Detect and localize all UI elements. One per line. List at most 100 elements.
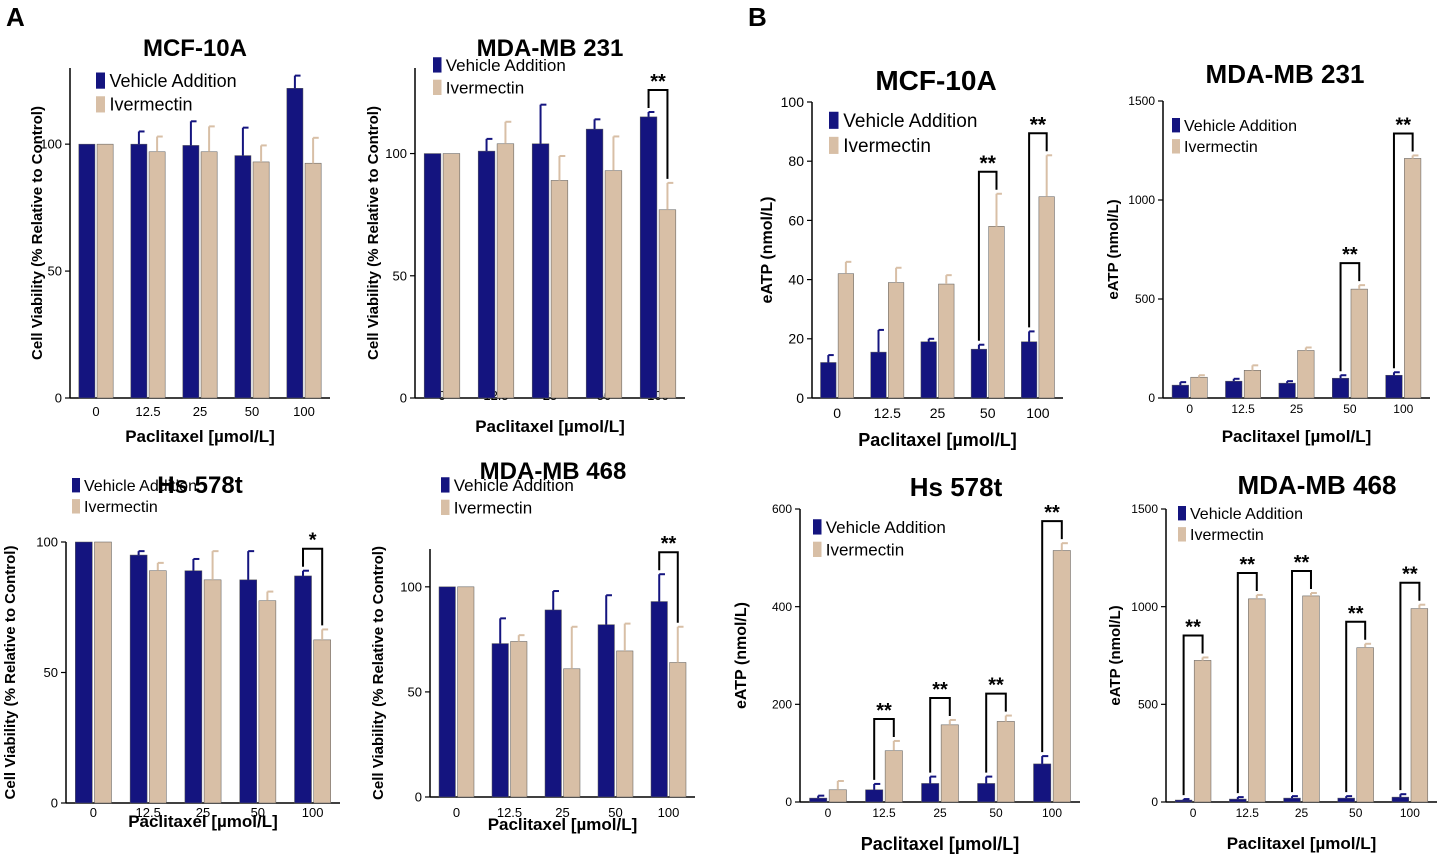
legend-swatch-vehicle	[441, 477, 450, 493]
bar-ivermectin	[669, 662, 687, 798]
chart-title: MCF-10A	[875, 65, 996, 96]
y-tick-label: 100	[385, 146, 407, 161]
bar-vehicle	[75, 541, 93, 804]
y-axis-label: Cell Viability (% Relative to Control)	[370, 546, 387, 800]
bar-ivermectin	[828, 789, 847, 803]
chart-7: Hs 578t 0 200 400 600 eATP (nmol/L) Paclitaxel…	[733, 472, 1080, 854]
x-tick-label: 50	[1343, 402, 1357, 416]
chart-title: Hs 578t	[157, 472, 242, 499]
chart-title: MDA-MB 468	[1238, 470, 1397, 500]
significance-bracket	[873, 717, 895, 780]
bar-ivermectin	[442, 153, 461, 399]
legend-swatch-vehicle	[1178, 506, 1186, 521]
significance-label: **	[661, 533, 677, 555]
x-tick-label: 25	[196, 805, 210, 820]
bar-ivermectin	[1356, 647, 1374, 803]
x-tick-label: 12.5	[1231, 402, 1255, 416]
legend-swatch-ivermectin	[829, 136, 839, 154]
chart-title: MDA-MB 468	[480, 458, 627, 485]
bar-vehicle	[1171, 384, 1189, 399]
significance-label: **	[1030, 113, 1047, 136]
y-tick-label: 80	[788, 153, 804, 169]
y-axis-label: eATP (nmol/L)	[733, 602, 750, 709]
bar-vehicle	[1174, 799, 1193, 803]
y-axis-label: Cell Viability (% Relative to Control)	[2, 546, 19, 800]
legend-label: Ivermectin	[1190, 527, 1264, 544]
bar-vehicle	[1021, 341, 1038, 399]
x-tick-label: 0	[90, 805, 97, 820]
bar-vehicle	[1033, 763, 1052, 803]
x-tick-label: 0	[833, 405, 841, 421]
significance-label: **	[932, 679, 948, 701]
x-axis-label: Paclitaxel [µmol/L]	[1222, 427, 1372, 446]
y-axis-label: Cell Viability (% Relative to Control)	[29, 106, 46, 360]
chart-5: MCF-10A 0 20 40 60 80 100 eATP (nmol/L) Paclitax…	[759, 65, 1063, 450]
bar-vehicle	[531, 143, 550, 399]
bar-ivermectin	[1248, 598, 1266, 803]
y-axis-label: Cell Viability (% Relative to Control)	[365, 106, 382, 360]
significance-bracket	[1392, 132, 1414, 369]
bar-vehicle	[597, 624, 615, 798]
x-tick-label: 25	[1295, 806, 1309, 820]
bar-vehicle	[423, 153, 442, 399]
bar-ivermectin	[1052, 550, 1071, 803]
x-tick-label: 0	[1186, 402, 1193, 416]
legend-label: Vehicle Addition	[446, 56, 566, 75]
significance-bracket	[977, 170, 998, 341]
y-tick-label: 0	[55, 391, 62, 406]
y-tick-label: 50	[48, 264, 62, 279]
bar-vehicle	[184, 570, 203, 804]
bar-vehicle	[1385, 374, 1403, 399]
significance-label: **	[1402, 564, 1418, 586]
x-tick-label: 50	[608, 805, 622, 820]
x-tick-label: 100	[293, 404, 315, 419]
y-axis-label: eATP (nmol/L)	[1105, 199, 1122, 299]
legend-label: Vehicle Addition	[826, 518, 946, 537]
bar-ivermectin	[510, 641, 528, 798]
bar-vehicle	[129, 554, 148, 804]
chart-title: MCF-10A	[143, 35, 247, 62]
significance-label: **	[1044, 502, 1060, 524]
bar-ivermectin	[1297, 350, 1315, 399]
bar-ivermectin	[616, 650, 634, 798]
legend-swatch-ivermectin	[1178, 527, 1186, 542]
significance-bracket	[929, 696, 951, 773]
legend-label: Vehicle Addition	[84, 478, 197, 495]
legend-swatch-vehicle	[813, 519, 822, 535]
bar-vehicle	[820, 362, 837, 399]
bar-ivermectin	[940, 724, 959, 803]
x-tick-label: 100	[658, 805, 680, 820]
x-tick-label: 25	[555, 805, 569, 820]
bar-ivermectin	[604, 170, 623, 399]
significance-label: **	[1185, 616, 1201, 638]
bar-ivermectin	[1038, 196, 1055, 399]
legend-label: Ivermectin	[84, 499, 158, 516]
x-axis-label: Paclitaxel [µmol/L]	[1227, 834, 1377, 853]
bar-vehicle	[865, 789, 884, 803]
x-tick-label: 12.5	[872, 806, 896, 820]
bar-vehicle	[239, 579, 257, 804]
y-axis-label: eATP (nmol/L)	[1107, 605, 1124, 705]
bar-vehicle	[977, 783, 996, 803]
bar-ivermectin	[148, 151, 166, 399]
legend-swatch-ivermectin	[813, 541, 822, 557]
y-tick-label: 600	[772, 502, 792, 516]
significance-label: **	[1294, 552, 1310, 574]
chart-title: MDA-MB 231	[1206, 59, 1365, 89]
y-tick-label: 0	[400, 391, 407, 406]
panel-label-a: A	[6, 2, 25, 32]
x-tick-label: 100	[1042, 806, 1062, 820]
bar-vehicle	[182, 145, 200, 399]
significance-bracket	[647, 89, 669, 179]
bar-vehicle	[286, 88, 304, 399]
bar-vehicle	[1225, 380, 1243, 399]
legend-swatch-ivermectin	[1172, 139, 1180, 154]
bar-vehicle	[921, 783, 940, 803]
x-axis-label: Paclitaxel [µmol/L]	[125, 427, 275, 446]
bar-ivermectin	[252, 161, 270, 399]
bar-vehicle	[970, 348, 987, 399]
y-tick-label: 100	[400, 579, 422, 594]
bar-ivermectin	[888, 282, 905, 399]
